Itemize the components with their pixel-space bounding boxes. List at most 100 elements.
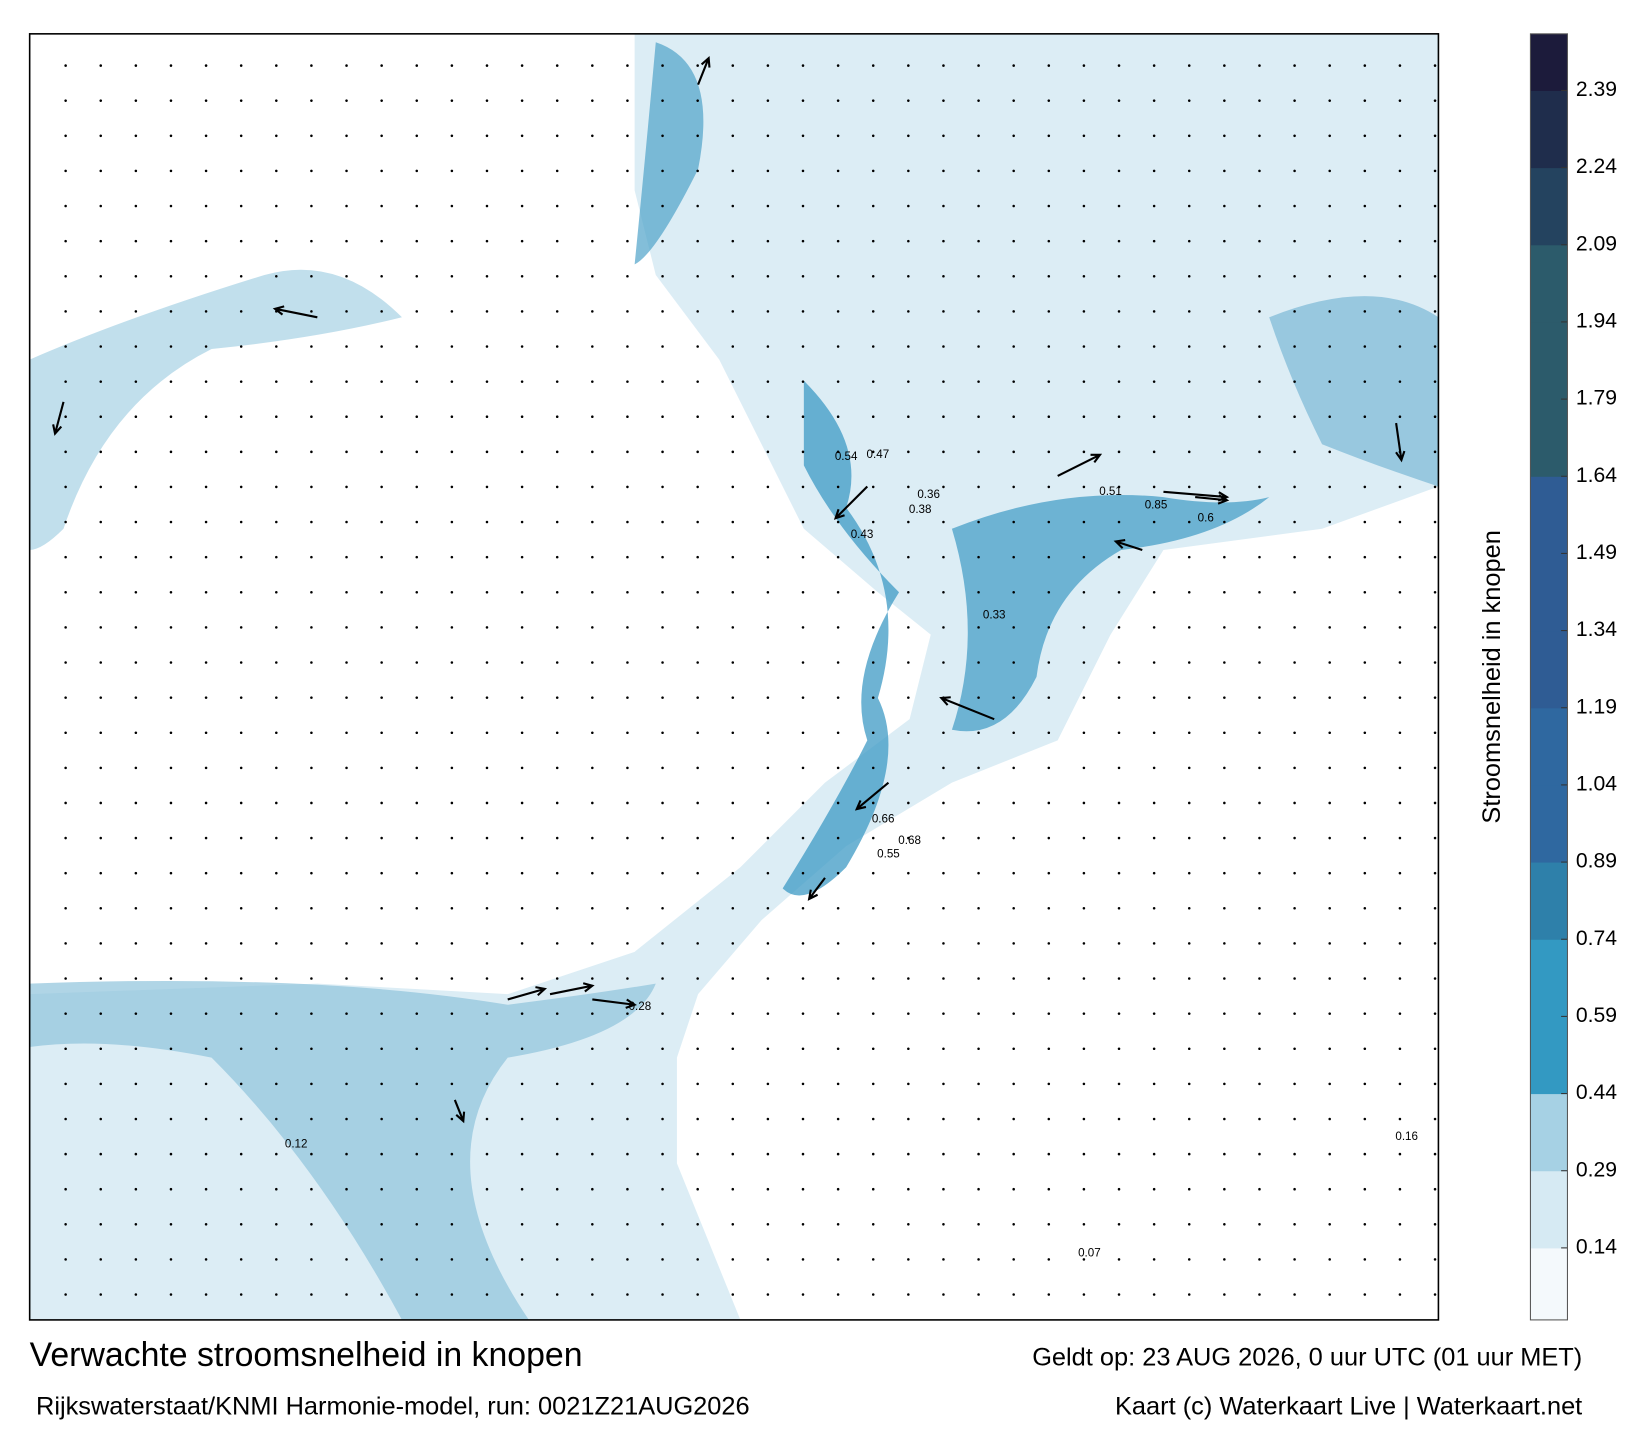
map-label: 0.36	[917, 488, 940, 501]
grid-dot	[64, 520, 67, 524]
grid-dot	[485, 731, 489, 734]
grid-dot	[591, 64, 594, 67]
grid-dot	[555, 274, 559, 278]
grid-dot	[64, 415, 67, 418]
grid-dot	[661, 801, 664, 805]
grid-dot	[731, 169, 735, 173]
grid-dot	[345, 1117, 348, 1121]
grid-dot	[1293, 169, 1296, 173]
grid-dot	[1082, 836, 1086, 840]
grid-dot	[380, 204, 383, 208]
grid-dot	[696, 169, 699, 173]
grid-dot	[169, 661, 173, 664]
grid-dot	[239, 1223, 243, 1226]
colorbar-tick-label: 1.64	[1576, 464, 1617, 487]
grid-dot	[1433, 766, 1437, 770]
grid-dot	[415, 169, 419, 173]
grid-dot	[801, 450, 805, 454]
grid-dot	[1223, 977, 1226, 980]
grid-dot	[1117, 134, 1121, 138]
grid-dot	[977, 977, 980, 980]
grid-dot	[1328, 836, 1331, 840]
grid-dot	[836, 871, 840, 875]
grid-dot	[64, 1223, 67, 1226]
grid-dot	[661, 661, 664, 664]
grid-dot	[99, 64, 103, 67]
grid-dot	[766, 555, 770, 559]
grid-dot	[766, 415, 770, 418]
grid-dot	[1258, 450, 1261, 454]
grid-dot	[99, 1047, 103, 1051]
grid-dot	[1187, 99, 1191, 102]
map-label: 0.51	[1099, 485, 1122, 498]
grid-dot	[345, 239, 348, 243]
grid-dot	[1117, 415, 1121, 418]
grid-dot	[555, 731, 559, 734]
grid-dot	[380, 1223, 383, 1226]
grid-dot	[1012, 1293, 1015, 1296]
grid-dot	[555, 907, 559, 910]
grid-dot	[801, 310, 805, 313]
grid-dot	[731, 696, 735, 699]
grid-dot	[836, 942, 840, 945]
grid-dot	[345, 1082, 348, 1086]
grid-dot	[942, 204, 945, 208]
grid-dot	[801, 1047, 805, 1051]
grid-dot	[1117, 801, 1121, 805]
colorbar-band	[1530, 399, 1568, 477]
grid-dot	[1012, 696, 1015, 699]
colorbar-band	[1530, 784, 1568, 863]
grid-dot	[766, 907, 770, 910]
grid-dot	[977, 520, 980, 524]
grid-dot	[345, 871, 348, 875]
grid-dot	[520, 1258, 524, 1261]
grid-dot	[1082, 485, 1086, 489]
grid-dot	[275, 169, 278, 173]
grid-dot	[99, 661, 103, 664]
grid-dot	[169, 380, 173, 383]
grid-dot	[626, 204, 629, 208]
grid-dot	[1223, 1152, 1226, 1156]
grid-dot	[626, 1258, 629, 1261]
grid-dot	[1047, 1293, 1051, 1296]
grid-dot	[731, 731, 735, 734]
grid-dot	[766, 1187, 770, 1191]
grid-dot	[275, 1047, 278, 1051]
grid-dot	[380, 310, 383, 313]
grid-dot	[1082, 99, 1086, 102]
grid-dot	[310, 977, 313, 980]
grid-dot	[1363, 836, 1367, 840]
grid-dot	[1152, 1187, 1156, 1191]
grid-dot	[1433, 1152, 1437, 1156]
grid-dot	[1433, 485, 1437, 489]
grid-dot	[1433, 1012, 1437, 1015]
grid-dot	[907, 239, 910, 243]
grid-dot	[1047, 942, 1051, 945]
grid-dot	[1363, 1082, 1367, 1086]
grid-dot	[239, 99, 243, 102]
grid-dot	[977, 380, 980, 383]
grid-dot	[450, 801, 454, 805]
grid-dot	[696, 485, 699, 489]
grid-dot	[1223, 696, 1226, 699]
grid-dot	[1398, 801, 1402, 805]
grid-dot	[1363, 1152, 1367, 1156]
grid-dot	[591, 485, 594, 489]
grid-dot	[380, 415, 383, 418]
grid-dot	[99, 345, 103, 348]
grid-dot	[310, 871, 313, 875]
arrow	[939, 696, 995, 721]
grid-dot	[766, 1082, 770, 1086]
grid-dot	[977, 731, 980, 734]
colorbar-band	[1530, 244, 1568, 323]
colorbar-tick-label: 0.44	[1576, 1081, 1617, 1104]
grid-dot	[1293, 345, 1296, 348]
arrow	[453, 1099, 466, 1124]
grid-dot	[555, 977, 559, 980]
grid-dot	[1223, 1082, 1226, 1086]
grid-dot	[1328, 169, 1331, 173]
grid-dot	[99, 310, 103, 313]
grid-dot	[1047, 696, 1051, 699]
grid-dot	[591, 1152, 594, 1156]
grid-dot	[1328, 274, 1331, 278]
